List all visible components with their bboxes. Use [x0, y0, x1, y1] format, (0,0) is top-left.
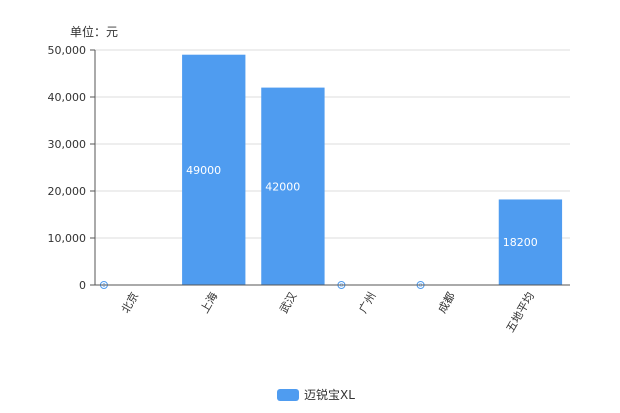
x-tick-label: 广州	[356, 290, 378, 316]
data-label: 0	[340, 283, 343, 289]
data-label: 18200	[503, 236, 538, 249]
unit-label: 单位：元	[70, 24, 118, 39]
bars: 0 49000 42000 0 0 18200	[99, 54, 563, 289]
y-tick-label: 50,000	[48, 44, 87, 57]
data-label: 42000	[265, 180, 300, 193]
y-axis: 0 10,000 20,000 30,000 40,000 50,000	[48, 44, 96, 292]
legend-label: 迈锐宝XL	[304, 388, 355, 402]
x-tick-label: 武汉	[277, 290, 299, 316]
y-tick-label: 10,000	[48, 232, 87, 245]
x-tick-label: 成都	[436, 290, 458, 316]
y-tick-label: 30,000	[48, 138, 87, 151]
legend-swatch	[277, 389, 299, 401]
x-tick-label: 五地平均	[504, 290, 537, 335]
bar	[498, 199, 563, 285]
data-label: 49000	[186, 164, 221, 177]
data-label: 0	[102, 283, 105, 289]
bar	[261, 87, 325, 285]
gridlines	[95, 49, 570, 239]
bar	[182, 54, 246, 286]
y-tick-label: 40,000	[48, 91, 87, 104]
x-axis: 北京 上海 武汉 广州 成都 五地平均	[95, 284, 570, 335]
x-tick-label: 北京	[118, 290, 141, 316]
legend[interactable]: 迈锐宝XL	[277, 388, 355, 402]
y-tick-label: 20,000	[48, 185, 87, 198]
y-tick-label: 0	[79, 279, 86, 292]
x-tick-label: 上海	[197, 290, 220, 316]
data-label: 0	[419, 283, 422, 289]
